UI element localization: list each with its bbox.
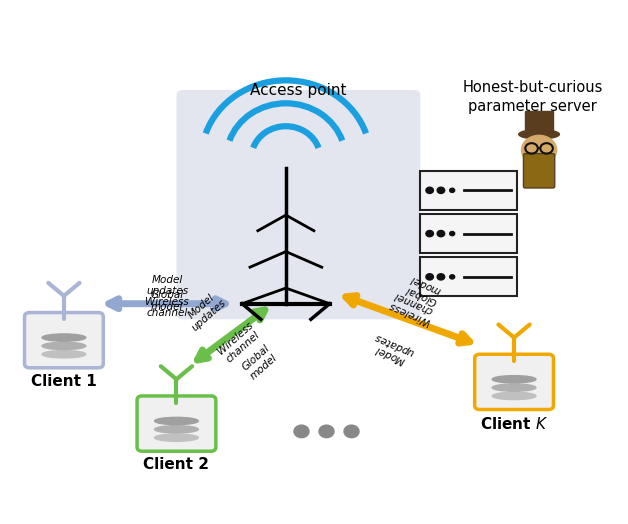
Ellipse shape [154, 425, 198, 433]
Text: Honest-but-curious
parameter server: Honest-but-curious parameter server [463, 80, 603, 114]
FancyBboxPatch shape [475, 354, 553, 409]
Text: Global
model: Global model [241, 343, 280, 381]
Circle shape [450, 188, 455, 192]
Circle shape [426, 274, 433, 280]
FancyBboxPatch shape [420, 257, 517, 297]
Ellipse shape [154, 417, 198, 424]
Ellipse shape [42, 334, 86, 341]
FancyBboxPatch shape [176, 90, 420, 319]
Circle shape [522, 135, 556, 165]
Ellipse shape [492, 376, 536, 383]
Text: Model
updates: Model updates [369, 331, 416, 367]
Ellipse shape [519, 129, 560, 139]
Text: Wireless
channel: Wireless channel [216, 320, 263, 365]
Text: Global
model: Global model [151, 290, 183, 312]
FancyBboxPatch shape [526, 111, 553, 134]
Circle shape [437, 187, 445, 193]
FancyBboxPatch shape [420, 214, 517, 253]
FancyBboxPatch shape [420, 171, 517, 210]
Text: Access point: Access point [250, 83, 347, 98]
Ellipse shape [154, 434, 198, 441]
Ellipse shape [492, 392, 536, 400]
Text: Wireless
channel: Wireless channel [145, 297, 189, 319]
Circle shape [319, 425, 334, 438]
Circle shape [450, 275, 455, 279]
Text: Global
model: Global model [404, 273, 443, 306]
FancyBboxPatch shape [524, 154, 555, 188]
Ellipse shape [42, 342, 86, 350]
Circle shape [450, 232, 455, 236]
Circle shape [344, 425, 359, 438]
Circle shape [294, 425, 309, 438]
Circle shape [426, 231, 433, 237]
Circle shape [437, 231, 445, 237]
Text: Client $K$: Client $K$ [480, 416, 548, 432]
FancyBboxPatch shape [24, 312, 103, 368]
Text: Wireless
channel: Wireless channel [386, 290, 435, 327]
Ellipse shape [492, 384, 536, 391]
FancyBboxPatch shape [137, 396, 216, 451]
Text: Client 1: Client 1 [31, 374, 97, 389]
Text: Model
updates: Model updates [146, 275, 188, 296]
Ellipse shape [42, 351, 86, 358]
Text: Model
updates: Model updates [182, 289, 228, 333]
Circle shape [426, 187, 433, 193]
Circle shape [437, 274, 445, 280]
Text: Client 2: Client 2 [143, 457, 210, 473]
